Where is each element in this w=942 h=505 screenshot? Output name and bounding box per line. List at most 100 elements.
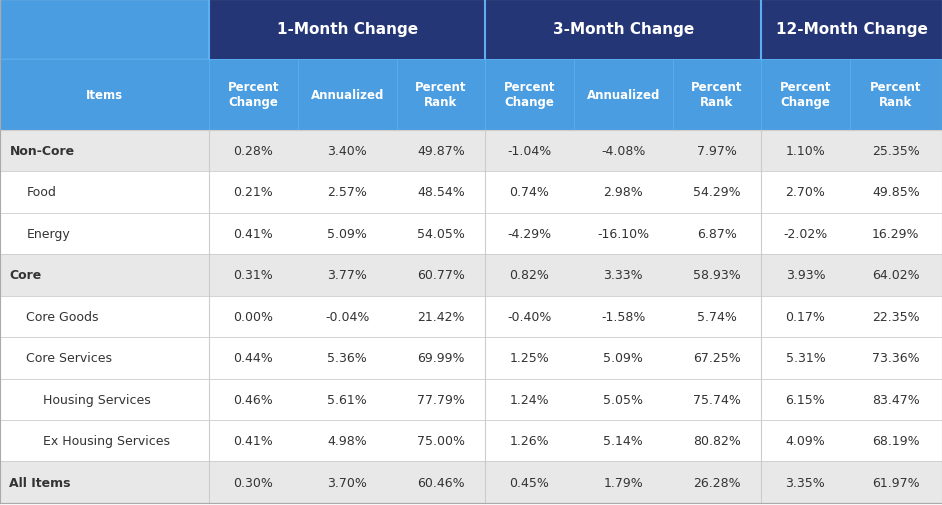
Bar [850,60,942,130]
Bar [574,60,673,130]
Text: Percent
Rank: Percent Rank [691,81,742,109]
Text: 5.09%: 5.09% [327,227,367,240]
Text: 0.45%: 0.45% [510,476,549,489]
Bar [673,172,761,213]
Bar [0,420,209,462]
Bar [761,172,850,213]
Text: 67.25%: 67.25% [693,351,740,365]
Text: 1.26%: 1.26% [510,434,549,447]
Bar [298,172,397,213]
Text: 1.10%: 1.10% [786,144,825,158]
Bar [574,130,673,172]
Text: 12-Month Change: 12-Month Change [775,22,928,37]
Text: 5.14%: 5.14% [603,434,643,447]
Bar [574,255,673,296]
Bar [761,337,850,379]
Text: Items: Items [86,88,123,102]
Bar [673,296,761,337]
Bar [850,296,942,337]
Text: Percent
Change: Percent Change [228,81,279,109]
Bar [485,379,574,420]
Text: 49.87%: 49.87% [417,144,464,158]
Bar [673,213,761,255]
Bar [761,379,850,420]
Text: -4.08%: -4.08% [601,144,645,158]
Bar [298,462,397,503]
Bar [209,60,298,130]
Bar [298,379,397,420]
Bar [0,462,209,503]
Text: 1.24%: 1.24% [510,393,549,406]
Bar [761,60,850,130]
Text: 5.36%: 5.36% [327,351,367,365]
Text: Core Services: Core Services [26,351,112,365]
Bar [209,462,298,503]
Bar [298,213,397,255]
Bar [850,213,942,255]
Bar [0,172,209,213]
Bar [485,0,761,60]
Text: 48.54%: 48.54% [417,186,464,199]
Bar [397,213,485,255]
Bar [209,420,298,462]
Bar [673,337,761,379]
Text: Percent
Change: Percent Change [504,81,555,109]
Text: 5.74%: 5.74% [697,310,737,323]
Text: Core Goods: Core Goods [26,310,99,323]
Text: 2.98%: 2.98% [603,186,643,199]
Bar [397,255,485,296]
Text: 3.35%: 3.35% [786,476,825,489]
Bar [574,379,673,420]
Bar [209,172,298,213]
Bar [673,60,761,130]
Text: 58.93%: 58.93% [693,269,740,282]
Bar [298,296,397,337]
Bar [209,0,485,60]
Text: 0.30%: 0.30% [234,476,273,489]
Bar [850,420,942,462]
Text: All Items: All Items [9,476,71,489]
Bar [485,337,574,379]
Bar [397,296,485,337]
Text: 26.28%: 26.28% [693,476,740,489]
Bar [761,462,850,503]
Bar [298,337,397,379]
Text: 4.98%: 4.98% [327,434,367,447]
Text: 3.40%: 3.40% [327,144,367,158]
Bar [485,60,574,130]
Bar [850,172,942,213]
Text: 3-Month Change: 3-Month Change [553,22,693,37]
Text: 0.21%: 0.21% [234,186,273,199]
Text: 83.47%: 83.47% [872,393,919,406]
Text: 77.79%: 77.79% [417,393,464,406]
Bar [397,420,485,462]
Bar [485,130,574,172]
Text: Percent
Rank: Percent Rank [870,81,921,109]
Bar [298,130,397,172]
Text: 61.97%: 61.97% [872,476,919,489]
Text: 0.74%: 0.74% [510,186,549,199]
Bar [209,296,298,337]
Bar [0,0,209,60]
Bar [761,0,942,60]
Bar [574,172,673,213]
Bar [850,255,942,296]
Bar [485,296,574,337]
Bar [673,420,761,462]
Bar [0,379,209,420]
Bar [673,130,761,172]
Bar [485,462,574,503]
Bar [209,379,298,420]
Text: Annualized: Annualized [311,88,383,102]
Bar [673,379,761,420]
Text: 7.97%: 7.97% [697,144,737,158]
Text: 0.31%: 0.31% [234,269,273,282]
Text: Energy: Energy [26,227,70,240]
Bar [209,255,298,296]
Bar [209,130,298,172]
Text: Annualized: Annualized [587,88,659,102]
Bar [0,337,209,379]
Text: 5.09%: 5.09% [603,351,643,365]
Text: 3.70%: 3.70% [327,476,367,489]
Text: 1-Month Change: 1-Month Change [277,22,417,37]
